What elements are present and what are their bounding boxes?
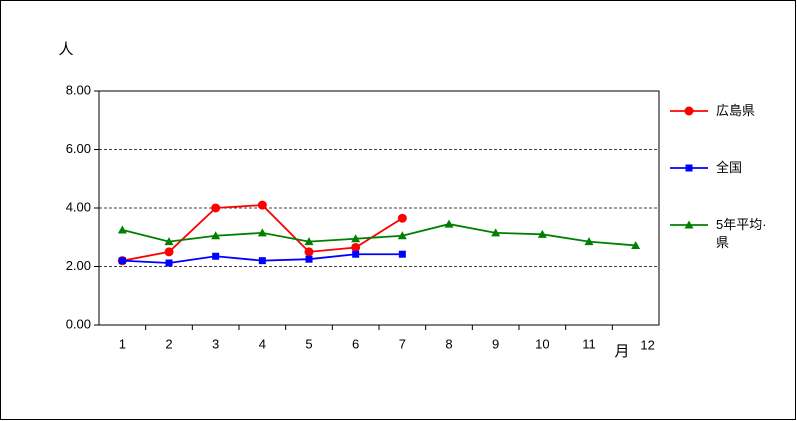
legend-swatch [670,106,708,116]
legend-item: 広島県 [668,102,778,120]
x-tick-label: 10 [535,336,549,351]
x-tick-label: 2 [165,336,172,351]
x-tick-label: 9 [492,336,499,351]
marker [211,231,221,240]
marker [397,231,407,240]
marker [117,225,127,234]
marker [584,237,594,246]
legend-label: 全国 [716,160,743,175]
legend-item: 全国 [668,159,778,177]
marker [164,237,174,246]
marker [165,259,173,267]
x-tick-label: 12 [640,337,654,352]
marker [684,220,694,229]
marker [164,247,174,257]
marker [352,250,360,258]
marker [304,237,314,246]
marker [685,164,693,172]
marker [491,228,501,237]
x-tick-label: 7 [399,336,406,351]
marker [537,229,547,238]
y-axis-label: 人 [58,41,73,58]
x-tick-label: 8 [445,336,452,351]
marker [397,213,407,223]
legend-item: 5年平均·県 [668,216,778,252]
x-tick-label: 11 [582,336,596,351]
x-axis-label: 月 [614,343,629,360]
marker [211,203,221,213]
marker [305,255,313,263]
marker [398,250,406,258]
x-tick-label: 6 [352,336,359,351]
x-tick-label: 4 [259,336,266,351]
marker [444,219,454,228]
marker [118,257,126,265]
y-tick-label: 6.00 [66,141,91,156]
legend-swatch [670,164,708,172]
y-tick-label: 2.00 [66,258,91,273]
marker [351,234,361,243]
marker [631,240,641,249]
y-tick-label: 8.00 [66,82,91,97]
marker [258,257,266,265]
legend-label: 広島県 [716,103,756,118]
series-line [122,223,636,247]
legend-swatch [670,220,708,229]
marker [684,106,694,116]
y-tick-label: 4.00 [66,199,91,214]
marker [212,252,220,260]
x-tick-label: 5 [305,336,312,351]
marker [351,242,361,252]
marker [257,228,267,237]
x-tick-label: 3 [212,336,219,351]
y-tick-label: 0.00 [66,316,91,331]
marker [304,247,314,257]
marker [257,200,267,210]
legend-label: 5年平均·県 [716,217,767,250]
x-tick-label: 1 [119,336,126,351]
